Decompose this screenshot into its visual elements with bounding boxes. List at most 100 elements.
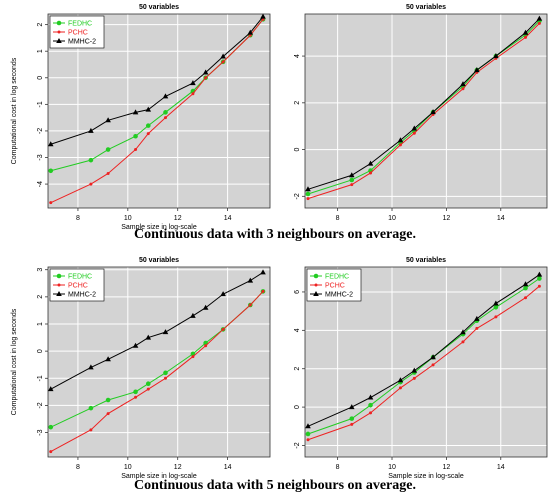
data-point-fedhc [48,424,54,430]
x-tick-label: 8 [336,215,340,222]
data-point-mmhc-2 [430,109,436,115]
legend-label: MMHC-2 [68,39,96,46]
data-point-mmhc-2 [260,13,266,19]
data-point-pchc [134,395,138,399]
data-point-pchc [494,315,498,319]
y-tick-label: 0 [294,148,301,152]
y-tick-label: -3 [37,154,44,160]
data-point-pchc [524,35,528,39]
data-point-mmhc-2 [474,67,480,73]
data-point-mmhc-2 [493,300,499,306]
data-point-mmhc-2 [132,109,139,115]
x-tick-label: 10 [124,464,132,471]
data-point-mmhc-2 [162,93,169,99]
legend-label: MMHC-2 [325,292,353,299]
y-tick-label: 6 [294,290,301,294]
data-point-mmhc-2 [367,160,374,166]
data-point-mmhc-2 [47,141,54,147]
data-point-mmhc-2 [397,377,404,383]
x-tick-label: 14 [497,215,505,222]
data-point-fedhc [523,285,528,291]
data-point-pchc [204,76,208,80]
data-point-mmhc-2 [348,404,355,410]
caption-top: Continuous data with 3 neighbours on ave… [134,227,416,242]
data-point-mmhc-2 [305,186,311,192]
x-tick-label: 8 [76,215,80,222]
x-axis-label: Sample size in log-scale [121,473,197,480]
data-point-mmhc-2 [202,69,209,75]
data-point-fedhc [105,397,111,403]
data-point-pchc [398,386,402,390]
data-point-mmhc-2 [220,53,226,59]
legend-marker [56,291,62,296]
x-tick-label: 8 [76,464,80,471]
y-tick-label: 2 [37,23,44,27]
data-point-pchc [106,412,110,416]
plot-frame [47,266,271,458]
y-tick-label: 4 [294,54,301,58]
chart-panel-4: 8 10 12 14 -2 0 2 4 6 50 variables Sample size in … [294,257,548,480]
data-point-pchc [350,183,354,187]
x-tick-label: 14 [224,464,232,471]
legend-label: MMHC-2 [68,292,96,299]
data-point-fedhc [349,416,355,421]
data-point-mmhc-2 [522,281,529,287]
x-tick-label: 12 [174,215,182,222]
data-point-pchc [306,197,310,201]
x-axis-label: Sample size in log-scale [388,473,464,480]
legend-marker [57,283,61,287]
data-point-pchc [221,60,225,64]
data-point-pchc [369,411,373,415]
data-point-pchc [350,422,354,426]
data-point-pchc [537,284,541,288]
data-point-pchc [49,450,53,454]
data-point-mmhc-2 [260,269,266,275]
data-point-fedhc [88,157,94,163]
chart-title: 50 variables [139,257,179,264]
data-point-pchc [163,116,167,120]
data-point-fedhc [493,305,499,310]
data-point-pchc [146,387,150,391]
data-point-pchc [398,143,402,147]
plot-frame [304,266,548,458]
x-tick-label: 14 [224,215,232,222]
data-point-pchc [134,148,138,152]
legend-label: FEDHC [68,274,92,281]
legend-marker [56,20,62,26]
data-point-pchc [524,296,528,300]
data-point-pchc [89,182,93,186]
data-point-pchc [49,201,53,205]
data-point-fedhc [368,402,373,408]
data-point-pchc [89,428,93,432]
data-point-mmhc-2 [190,80,196,86]
data-point-fedhc [105,147,111,152]
y-tick-label: 2 [294,367,301,371]
y-tick-label: 2 [294,101,301,105]
data-point-pchc [412,376,416,380]
legend-marker [56,273,62,279]
data-point-mmhc-2 [105,356,111,362]
plot-frame [304,13,548,209]
y-tick-label: -1 [37,101,44,107]
y-tick-label: -2 [37,402,44,408]
data-point-fedhc [88,405,94,411]
data-point-mmhc-2 [105,117,111,123]
data-point-pchc [475,326,479,330]
x-axis-label: Sample size in log-scale [121,224,197,231]
legend-marker [57,30,61,34]
data-point-mmhc-2 [190,312,196,318]
legend-marker [56,38,62,43]
data-point-mmhc-2 [460,329,466,335]
y-tick-label: -2 [294,442,301,448]
plot-background [305,14,547,208]
x-tick-label: 12 [174,464,182,471]
y-axis-label: Computational cost in log seconds [11,308,18,415]
y-tick-label: -2 [294,193,301,199]
legend-marker [313,291,319,296]
legend-label: PCHC [68,283,88,290]
data-point-pchc [146,132,150,136]
y-tick-label: 0 [294,405,301,409]
data-point-fedhc [145,123,151,128]
legend-label: FEDHC [325,274,349,281]
